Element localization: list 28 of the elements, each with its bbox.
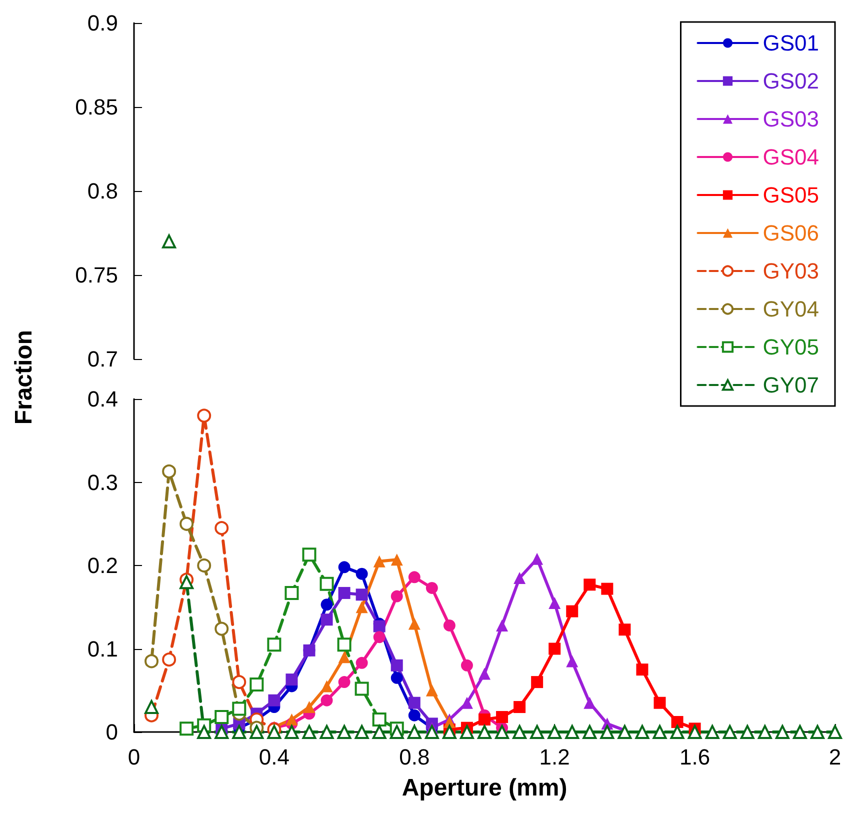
y-tick-label: 0.3 bbox=[87, 470, 118, 495]
x-tick-label: 1.6 bbox=[680, 744, 710, 770]
y-tick-label: 0.9 bbox=[87, 10, 118, 36]
legend-label: GS01 bbox=[762, 30, 820, 56]
y-tick-label: 0.4 bbox=[87, 386, 118, 412]
x-tick-label: 0.8 bbox=[399, 744, 430, 770]
legend-label: GY07 bbox=[762, 372, 820, 398]
x-tick-label: 2 bbox=[828, 744, 842, 770]
legend-label: GY05 bbox=[762, 334, 820, 360]
y-tick-label: 0.1 bbox=[87, 636, 118, 662]
y-tick-label: 0.75 bbox=[75, 262, 118, 288]
y-tick-label: 0.7 bbox=[87, 346, 118, 372]
legend-label: GS02 bbox=[762, 68, 820, 94]
legend-label: GS05 bbox=[762, 182, 820, 208]
legend-label: GS03 bbox=[762, 106, 820, 132]
legend-label: GS06 bbox=[762, 220, 820, 246]
x-tick-label: 0.4 bbox=[258, 744, 290, 770]
y-tick-label: 0.2 bbox=[87, 553, 118, 578]
y-tick-label: 0 bbox=[106, 720, 118, 744]
y-tick-label: 0.85 bbox=[75, 94, 118, 120]
x-axis-title: Aperture (mm) bbox=[402, 774, 568, 802]
legend-label: GY04 bbox=[762, 296, 820, 322]
x-tick-label: 1.2 bbox=[539, 744, 570, 770]
y-axis-title: Fraction bbox=[10, 330, 38, 425]
x-tick-label: 0 bbox=[128, 744, 140, 770]
legend-label: GS04 bbox=[762, 144, 820, 170]
legend-label: GY03 bbox=[762, 258, 820, 284]
y-tick-label: 0.8 bbox=[87, 178, 118, 204]
